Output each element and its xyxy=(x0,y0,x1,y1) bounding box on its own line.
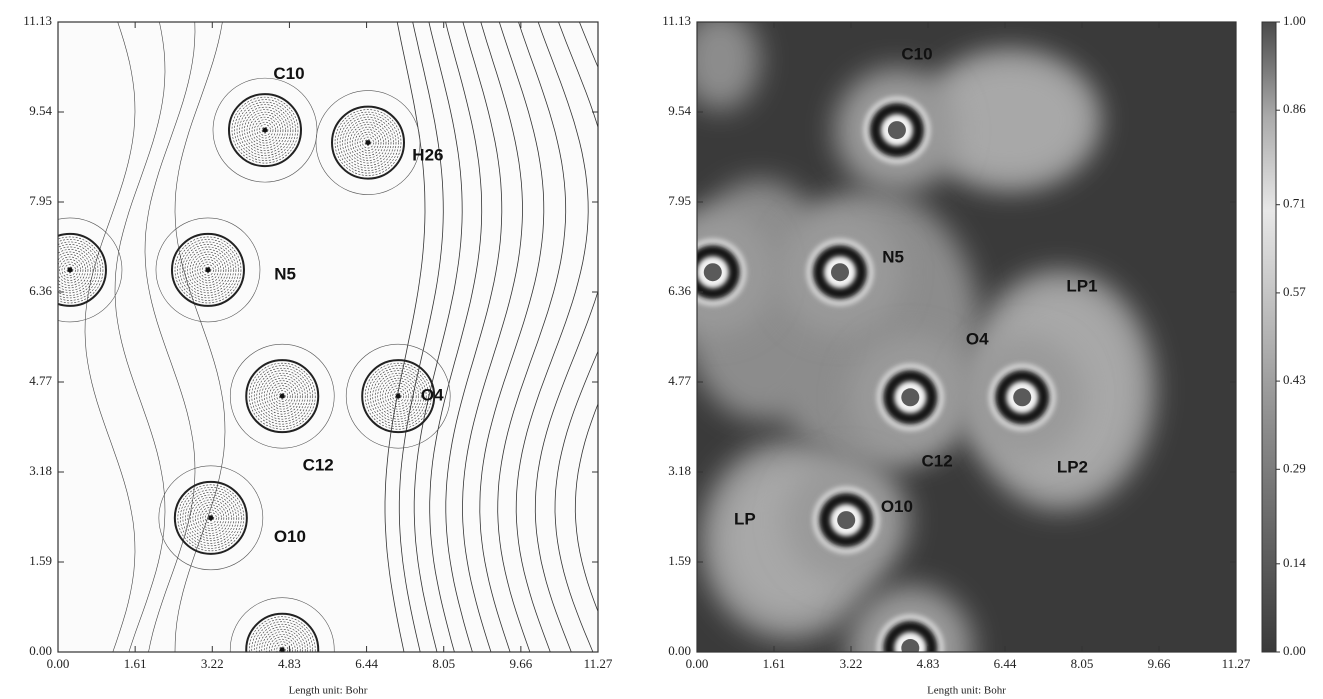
colorbar-tick-label: 0.43 xyxy=(1283,372,1306,387)
atom-label: H26 xyxy=(412,146,443,165)
atom-label: O4 xyxy=(421,386,444,405)
colorbar-tick-label: 0.71 xyxy=(1283,196,1306,211)
x-tick-label: 4.83 xyxy=(917,656,940,671)
y-tick-label: 4.77 xyxy=(668,373,691,388)
atom-label: O4 xyxy=(966,330,989,349)
plot-area xyxy=(18,12,659,699)
nucleus xyxy=(280,394,285,399)
colorbar-tick-label: 1.00 xyxy=(1283,13,1306,28)
y-tick-label: 4.77 xyxy=(29,373,52,388)
colorbar-tick-label: 0.00 xyxy=(1283,643,1306,658)
nucleus xyxy=(366,140,371,145)
atom-label: LP xyxy=(734,510,756,529)
y-tick-label: 1.59 xyxy=(668,553,691,568)
y-tick-label: 9.54 xyxy=(668,103,691,118)
nucleus xyxy=(205,267,210,272)
atom-label: N5 xyxy=(274,265,296,284)
y-tick-label: 3.18 xyxy=(668,463,691,478)
colorbar-tick-label: 0.57 xyxy=(1283,284,1306,299)
x-axis-title: Length unit: Bohr xyxy=(289,685,368,697)
x-tick-label: 3.22 xyxy=(840,656,863,671)
atom-label: LP2 xyxy=(1057,458,1088,477)
x-tick-label: 0.00 xyxy=(686,656,709,671)
x-tick-label: 0.00 xyxy=(47,656,70,671)
y-tick-label: 3.18 xyxy=(29,463,52,478)
nucleus xyxy=(888,121,906,139)
y-tick-label: 9.54 xyxy=(29,103,52,118)
atom-label: C12 xyxy=(921,451,952,470)
x-tick-label: 4.83 xyxy=(278,656,301,671)
nucleus xyxy=(837,511,855,529)
atom-label: C10 xyxy=(273,64,304,83)
y-tick-label: 7.95 xyxy=(668,193,691,208)
atom-label: C10 xyxy=(901,44,932,63)
y-tick-label: 0.00 xyxy=(29,643,52,658)
nucleus xyxy=(901,388,919,406)
atom-label: LP1 xyxy=(1066,276,1097,295)
y-tick-label: 11.13 xyxy=(662,13,691,28)
colorbar-tick-label: 0.86 xyxy=(1283,101,1306,116)
x-tick-label: 3.22 xyxy=(201,656,224,671)
x-tick-label: 6.44 xyxy=(355,656,378,671)
atom-label: O10 xyxy=(881,497,913,516)
colorbar-tick-label: 0.14 xyxy=(1283,555,1306,570)
plot-background xyxy=(58,22,598,652)
x-tick-label: 1.61 xyxy=(763,656,786,671)
y-tick-label: 1.59 xyxy=(29,553,52,568)
x-tick-label: 9.66 xyxy=(1148,656,1171,671)
page: {"chart_data": [ {"type": "contour", "xl… xyxy=(0,0,1323,699)
nucleus xyxy=(262,128,267,133)
y-tick-label: 6.36 xyxy=(668,283,691,298)
x-tick-label: 11.27 xyxy=(1222,656,1251,671)
colorbar-tick-label: 0.29 xyxy=(1283,460,1306,475)
basin xyxy=(680,10,760,110)
plot-area xyxy=(651,10,1236,699)
colorbar xyxy=(1262,22,1276,652)
atom-label: C12 xyxy=(303,455,334,474)
x-tick-label: 9.66 xyxy=(509,656,532,671)
nucleus xyxy=(1013,388,1031,406)
atom-label: N5 xyxy=(882,248,904,267)
x-tick-label: 8.05 xyxy=(432,656,455,671)
nucleus xyxy=(396,394,401,399)
y-tick-label: 6.36 xyxy=(29,283,52,298)
x-tick-label: 11.27 xyxy=(584,656,613,671)
y-tick-label: 11.13 xyxy=(23,13,52,28)
x-tick-label: 1.61 xyxy=(124,656,147,671)
y-tick-label: 0.00 xyxy=(668,643,691,658)
x-tick-label: 6.44 xyxy=(994,656,1017,671)
nucleus xyxy=(831,263,849,281)
nucleus xyxy=(704,263,722,281)
x-axis-title: Length unit: Bohr xyxy=(927,685,1006,697)
nucleus xyxy=(208,515,213,520)
x-tick-label: 8.05 xyxy=(1071,656,1094,671)
nucleus xyxy=(67,267,72,272)
nucleus xyxy=(901,639,919,657)
y-tick-label: 7.95 xyxy=(29,193,52,208)
atom-label: O10 xyxy=(274,527,306,546)
figure: C10 H26 N5 O4 C12 O10 0.00 1.61 3.22 4.83 6.44 8.05… xyxy=(0,0,1323,699)
